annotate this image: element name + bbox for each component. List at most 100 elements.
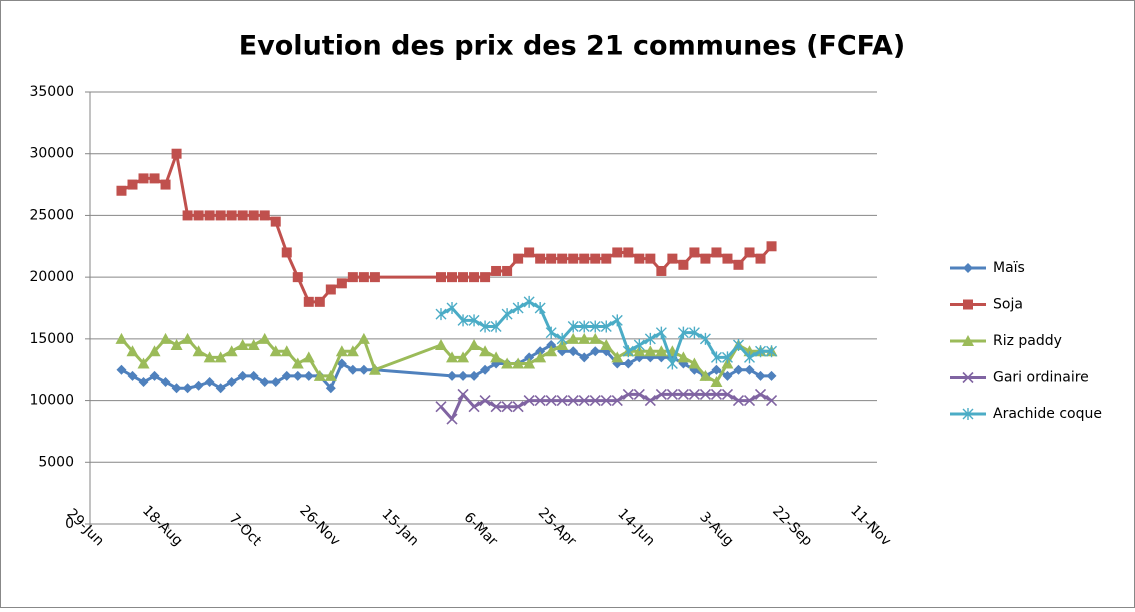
marker <box>368 363 381 375</box>
marker <box>732 339 744 352</box>
legend-label: Maïs <box>993 260 1025 276</box>
marker <box>468 401 480 413</box>
marker <box>722 253 733 264</box>
marker <box>546 340 557 351</box>
marker <box>655 388 667 400</box>
marker <box>589 320 601 333</box>
marker <box>677 326 689 339</box>
marker <box>358 364 369 375</box>
marker <box>512 357 525 369</box>
marker <box>710 388 723 400</box>
marker <box>203 351 216 363</box>
marker <box>711 364 722 375</box>
marker <box>292 370 303 381</box>
marker <box>480 272 491 283</box>
marker <box>656 265 667 276</box>
marker <box>744 247 755 258</box>
marker <box>226 210 237 221</box>
marker <box>148 345 161 357</box>
marker <box>457 351 470 363</box>
marker <box>766 370 777 381</box>
marker <box>446 351 459 363</box>
marker <box>248 370 259 381</box>
marker <box>678 259 689 270</box>
marker <box>744 351 756 364</box>
marker <box>336 358 347 369</box>
marker <box>523 395 535 407</box>
marker <box>721 388 734 400</box>
marker <box>192 345 205 357</box>
marker <box>237 370 248 381</box>
marker <box>358 272 369 283</box>
marker <box>280 345 293 357</box>
marker <box>556 395 568 407</box>
marker <box>457 388 469 400</box>
marker <box>248 210 259 221</box>
marker <box>644 332 656 345</box>
marker <box>313 369 326 381</box>
marker <box>149 370 160 381</box>
marker <box>258 332 271 344</box>
marker <box>732 395 745 407</box>
marker <box>545 395 557 407</box>
marker <box>579 352 590 363</box>
legend-marker <box>962 408 974 420</box>
marker <box>479 395 491 407</box>
marker <box>480 364 491 375</box>
marker <box>325 383 336 394</box>
marker <box>524 247 535 258</box>
marker <box>457 314 469 327</box>
marker <box>677 388 689 400</box>
marker <box>226 377 237 388</box>
marker <box>127 179 138 190</box>
y-tick-label: 35000 <box>29 84 74 100</box>
marker <box>612 247 623 258</box>
marker <box>369 272 380 283</box>
marker <box>721 351 733 364</box>
marker <box>622 388 634 400</box>
marker <box>292 272 303 283</box>
marker <box>766 345 778 358</box>
marker <box>291 357 304 369</box>
marker <box>490 401 502 413</box>
marker <box>666 357 678 370</box>
legend-label: Riz paddy <box>993 333 1062 349</box>
marker <box>644 345 657 357</box>
marker <box>116 364 127 375</box>
marker <box>699 369 712 381</box>
marker <box>567 395 579 407</box>
marker <box>270 377 281 388</box>
marker <box>765 395 778 407</box>
marker <box>126 345 139 357</box>
marker <box>578 395 590 407</box>
marker <box>688 326 700 339</box>
legend-marker <box>962 371 974 384</box>
marker <box>171 148 182 159</box>
marker <box>127 370 138 381</box>
marker <box>170 339 183 351</box>
marker <box>722 370 733 381</box>
marker <box>766 241 777 252</box>
marker <box>556 332 568 345</box>
marker <box>524 352 535 363</box>
marker <box>214 351 227 363</box>
marker <box>623 247 634 258</box>
marker <box>502 265 513 276</box>
marker <box>688 357 701 369</box>
marker <box>645 253 656 264</box>
marker <box>479 320 491 333</box>
marker <box>699 332 711 345</box>
marker <box>733 364 744 375</box>
marker <box>469 272 480 283</box>
marker <box>578 320 590 333</box>
marker <box>193 380 204 391</box>
marker <box>193 210 204 221</box>
marker <box>446 413 458 425</box>
marker <box>733 259 744 270</box>
marker <box>567 320 579 333</box>
marker <box>347 272 358 283</box>
marker <box>644 395 656 407</box>
marker <box>579 253 590 264</box>
marker <box>568 253 579 264</box>
